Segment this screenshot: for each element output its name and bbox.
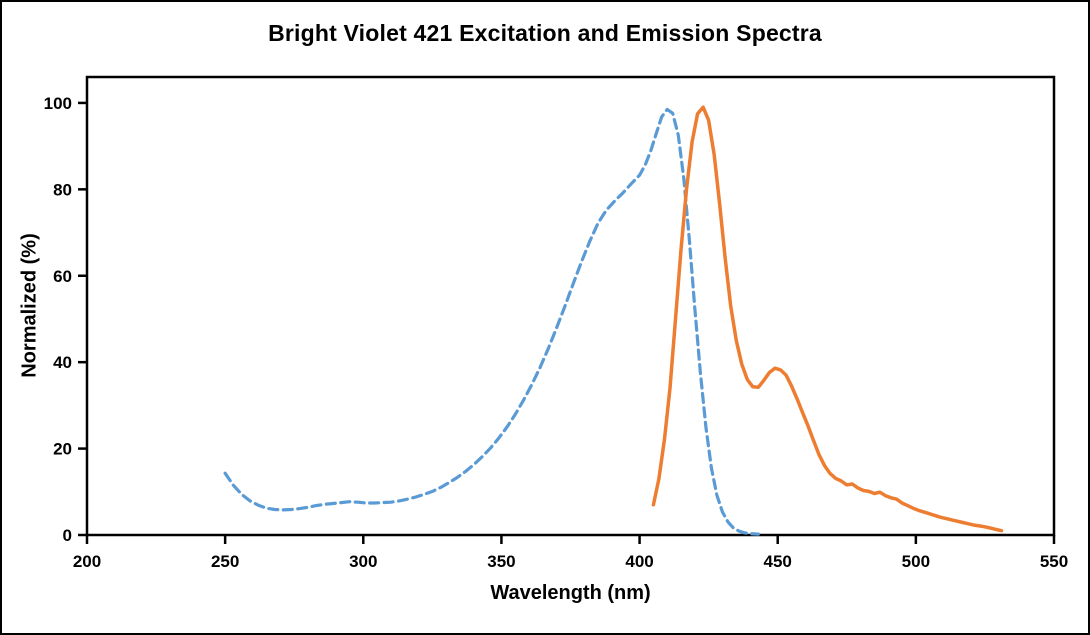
y-tick-label: 0 [63, 526, 72, 545]
y-tick-label: 60 [53, 267, 72, 286]
x-tick-label: 300 [349, 552, 377, 571]
y-tick-label: 100 [44, 94, 72, 113]
x-tick-label: 350 [487, 552, 515, 571]
y-tick-label: 20 [53, 440, 72, 459]
chart-title: Bright Violet 421 Excitation and Emissio… [268, 20, 822, 46]
x-tick-label: 450 [764, 552, 792, 571]
y-tick-label: 80 [53, 180, 72, 199]
y-tick-label: 40 [53, 353, 72, 372]
x-tick-label: 500 [902, 552, 930, 571]
x-axis-label: Wavelength (nm) [490, 582, 651, 604]
x-tick-label: 550 [1040, 552, 1068, 571]
excitation-curve [223, 107, 760, 536]
x-tick-label: 400 [625, 552, 653, 571]
plot-frame [85, 75, 1056, 537]
x-tick-label: 250 [211, 552, 239, 571]
x-tick-label: 200 [73, 552, 101, 571]
y-axis-label: Normalized (%) [18, 233, 41, 378]
emission-curve [651, 105, 1004, 533]
